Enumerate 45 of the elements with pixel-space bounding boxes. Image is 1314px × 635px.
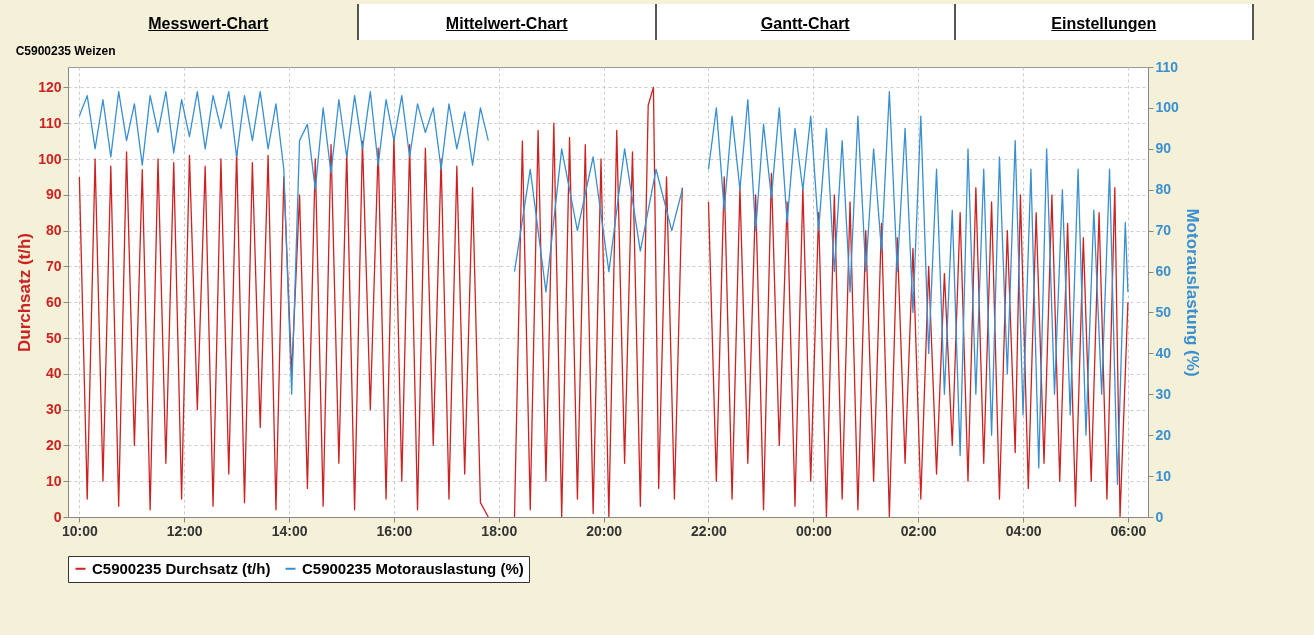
text: Messwert-Chart [60,4,359,40]
legend-label: C5900235 Durchsatz (t/h) [92,559,271,577]
x-tick-label: 06:00 [1110,522,1147,539]
legend-label: C5900235 Motorauslastung (%) [302,559,524,577]
text: Gantt-Chart [657,4,956,40]
y2-tick-label: 60 [1155,263,1172,280]
y-tick-label: 70 [45,257,62,274]
y-tick-label: 120 [38,78,62,95]
x-tick-label: 02:00 [900,522,937,539]
y-tick-label: 110 [38,114,62,131]
y2-tick-label: 40 [1155,344,1172,361]
y-tick-label: 10 [45,472,62,489]
y2-tick-label: 50 [1155,303,1172,320]
y-tick-label: 20 [45,436,62,453]
y2-tick-label: 100 [1155,99,1180,116]
y2-tick-label: 0 [1155,508,1164,525]
x-tick-label: 14:00 [271,522,308,539]
x-tick-label: 04:00 [1005,522,1042,539]
y-tick-label: 90 [45,186,62,203]
y2-tick-label: 80 [1155,181,1172,198]
y-tick-label: 100 [38,150,62,167]
x-tick-label: 18:00 [481,522,518,539]
y2-tick-label: 20 [1155,426,1172,443]
x-tick-label: 16:00 [376,522,413,539]
y2-tick-label: 10 [1155,467,1172,484]
x-tick-label: 12:00 [166,522,203,539]
y2-tick-label: 110 [1155,58,1179,75]
y2-axis-title: Motorauslastung (%) [1182,208,1202,377]
y-tick-label: 80 [45,222,62,239]
x-tick-label: 10:00 [61,522,98,539]
y2-tick-label: 30 [1155,385,1172,402]
y-tick-label: 50 [45,329,62,346]
text: Mittelwert-Chart [358,4,657,40]
y-tick-label: 0 [53,508,62,525]
x-tick-label: 00:00 [795,522,832,539]
x-tick-label: 20:00 [586,522,623,539]
x-tick-label: 22:00 [691,522,728,539]
y-tick-label: 40 [45,365,62,382]
y-tick-label: 60 [45,293,62,310]
text: Einstellungen [955,4,1254,40]
y2-tick-label: 90 [1155,140,1172,157]
y-tick-label: 30 [45,401,62,418]
chart-title: C5900235 Weizen [15,44,116,58]
y-axis-title: Durchsatz (t/h) [15,233,35,352]
y2-tick-label: 70 [1155,222,1172,239]
